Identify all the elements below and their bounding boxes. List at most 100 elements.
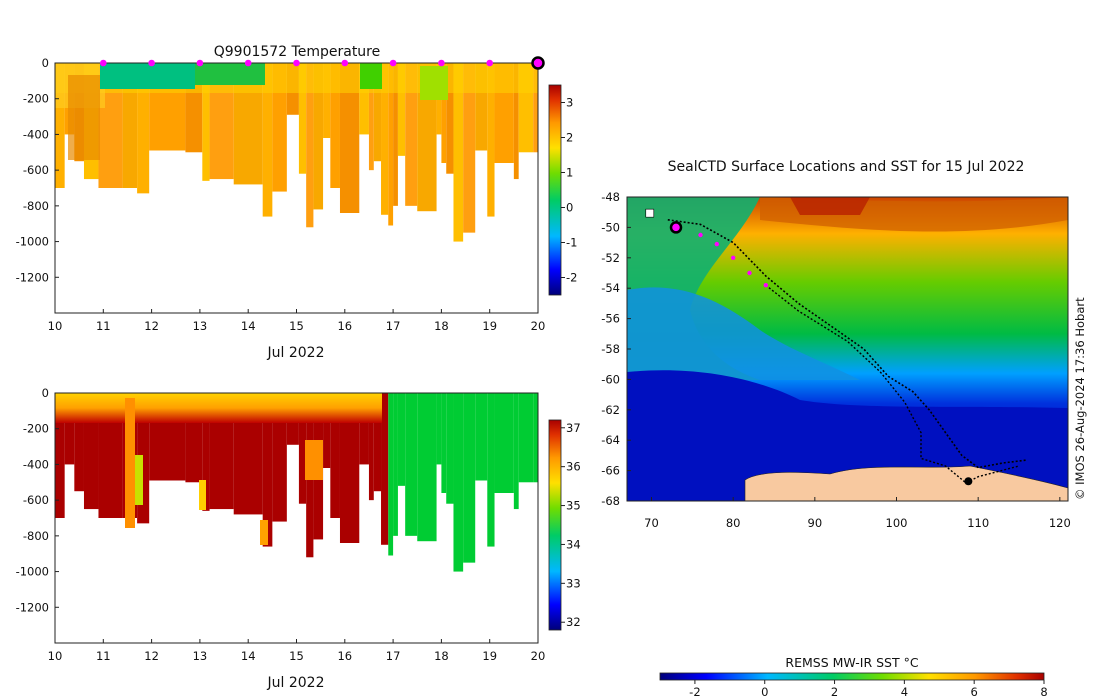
map-ytick-label: -52 [601, 251, 620, 265]
temperature-profile [306, 63, 314, 228]
temperature-profile [55, 63, 65, 188]
kerguelen-island [645, 208, 655, 218]
sst-colorbar [659, 672, 1045, 681]
salinity-profile [393, 393, 398, 536]
salinity-profile [381, 393, 389, 545]
temperature-xtick-label: 14 [241, 319, 256, 333]
map-ytick-label: -48 [601, 190, 620, 204]
salinity-colorbar-tick-label: 33 [566, 576, 581, 590]
salinity-colorbar [548, 419, 562, 631]
salinity-profile [388, 393, 394, 556]
temperature-profile [262, 63, 273, 217]
salinity-profile [436, 393, 442, 465]
sst-colorbar-tick-label: 6 [971, 685, 978, 699]
sst-colorbar-tick-label: 2 [831, 685, 838, 699]
temperature-profile [368, 63, 374, 171]
salinity-profile [74, 393, 84, 492]
salinity-streak [260, 520, 268, 545]
temperature-colorbar-tick-label: 0 [566, 201, 573, 215]
temperature-ytick-label: -400 [23, 127, 49, 141]
salinity-xtick-label: 15 [289, 649, 304, 663]
salinity-ytick-label: -1000 [16, 565, 49, 579]
map-title: SealCTD Surface Locations and SST for 15… [668, 159, 1025, 175]
temperature-axes: 10 11 12 13 14 15 16 17 18 19 20 0 -200 -400 -600 -800 -… [16, 56, 546, 333]
salinity-surface-band [55, 393, 382, 423]
temperature-colorbar-tick-label: 3 [566, 96, 573, 110]
map-xtick-label: 100 [886, 516, 908, 530]
profile-marker [293, 59, 300, 67]
map-section: SealCTD Surface Locations and SST for 15… [601, 159, 1087, 699]
salinity-profile [446, 393, 454, 504]
temperature-profile [381, 63, 389, 215]
temperature-xtick-label: 15 [289, 319, 304, 333]
temperature-ytick-label: -200 [23, 92, 49, 106]
track-line [765, 284, 1020, 484]
temperature-ytick-label: -1000 [16, 235, 49, 249]
sst-colorbar-tick-label: -2 [689, 685, 700, 699]
salinity-profile [368, 393, 374, 501]
profile-marker [341, 59, 349, 67]
map-ytick-label: -62 [601, 403, 620, 417]
salinity-profile [417, 393, 437, 542]
sst-colorbar-label: REMSS MW-IR SST °C [785, 655, 918, 670]
salinity-xtick-label: 18 [434, 649, 449, 663]
map-ytick-label: -50 [601, 220, 620, 234]
salinity-xtick-label: 17 [386, 649, 401, 663]
salinity-profile [262, 393, 273, 547]
temperature-profile [122, 63, 138, 188]
track-recent-point [698, 232, 703, 238]
salinity-profile [330, 393, 340, 518]
temperature-section: Q9901572 Temperature 10 11 12 13 14 15 16 17 18 1… [16, 44, 578, 361]
salinity-profile [513, 393, 519, 510]
salinity-xtick-label: 10 [48, 649, 63, 663]
salinity-ytick-label: -1200 [16, 600, 49, 614]
sst-colorbar-tick-label: 8 [1040, 685, 1047, 699]
track-recent-point [714, 241, 720, 247]
sst-colorbar-tick-label: 4 [901, 685, 908, 699]
map-ytick-label: -60 [601, 372, 620, 386]
temperature-ytick-label: -800 [23, 199, 49, 213]
temperature-ytick-label: -600 [23, 163, 49, 177]
salinity-ytick-label: -600 [23, 493, 49, 507]
temperature-xtick-label: 17 [386, 319, 401, 333]
salinity-streak [135, 455, 143, 505]
salinity-axes: 10 11 12 13 14 15 16 17 18 19 20 0 -200 -400 -600 -800 -… [16, 386, 546, 663]
temperature-xtick-label: 13 [193, 319, 208, 333]
temperature-xlabel: Jul 2022 [267, 345, 325, 361]
profile-marker [148, 59, 155, 67]
temperature-profile [359, 63, 369, 135]
temperature-profile [313, 63, 324, 210]
salinity-profile [323, 393, 331, 468]
temperature-profile [453, 63, 464, 242]
sst-warm-core [790, 197, 870, 215]
temperature-colorbar-tick-label: 1 [566, 166, 573, 180]
map-ytick-label: -56 [601, 312, 620, 326]
temperature-warm-patch [68, 75, 100, 160]
salinity-streak [125, 398, 135, 528]
temperature-profile-markers [55, 56, 545, 70]
temperature-profile [487, 63, 495, 217]
temperature-profile [272, 63, 287, 192]
temperature-profile [533, 63, 538, 153]
salinity-profile [487, 393, 495, 547]
cold-layer-patch [195, 63, 265, 85]
track-recent-point [747, 270, 752, 276]
temperature-profile [323, 63, 331, 138]
temperature-xtick-label: 18 [434, 319, 449, 333]
map-axes: 70 80 90 100 110 120 -48 -50 -52 -54 -56 -58 -60 -62 -… [601, 190, 1071, 530]
salinity-colorbar-tick-label: 35 [566, 499, 581, 513]
salinity-profile [339, 393, 360, 543]
profile-marker [486, 59, 494, 67]
temperature-xtick-label: 12 [144, 319, 159, 333]
salinity-xtick-label: 14 [241, 649, 256, 663]
salinity-profile [359, 393, 369, 465]
temperature-profile [463, 63, 476, 233]
map-ytick-label: -54 [601, 281, 620, 295]
track-recent-point [763, 282, 769, 288]
salinity-xtick-label: 13 [193, 649, 208, 663]
salinity-xtick-label: 12 [144, 649, 159, 663]
profile-marker [196, 59, 204, 67]
antarctic-land [744, 465, 1068, 501]
temperature-profile [373, 63, 382, 162]
